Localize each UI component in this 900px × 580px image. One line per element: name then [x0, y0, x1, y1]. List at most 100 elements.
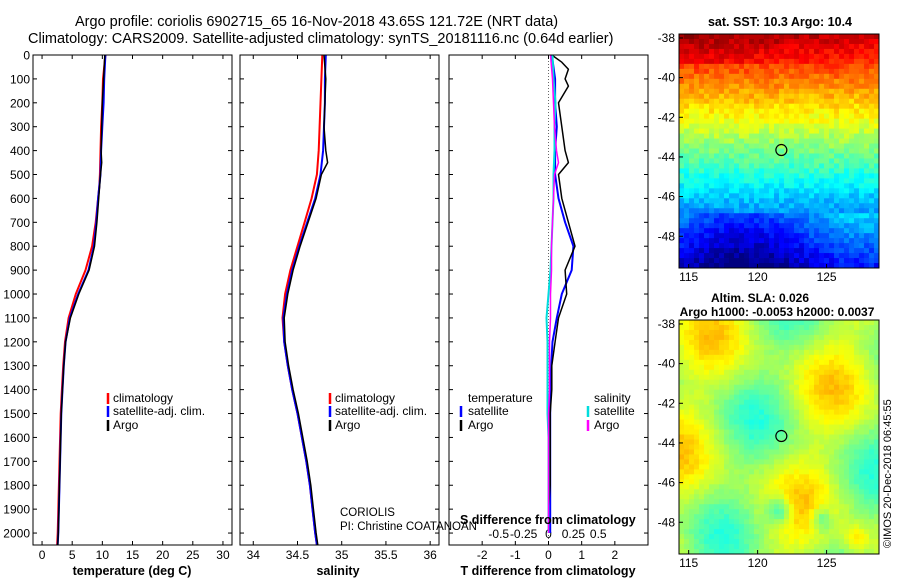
heatmap-cell — [759, 118, 765, 125]
heatmap-cell — [694, 118, 700, 125]
heatmap-cell — [779, 534, 785, 540]
heatmap-cell — [754, 499, 760, 505]
heatmap-cell — [824, 519, 830, 525]
heatmap-cell — [679, 203, 685, 209]
heatmap-cell — [794, 213, 800, 219]
heatmap-cell — [869, 113, 875, 120]
heatmap-cell — [849, 58, 855, 65]
heatmap-cell — [794, 504, 800, 510]
heatmap-cell — [789, 529, 795, 535]
heatmap-cell — [724, 320, 730, 326]
heatmap-cell — [719, 429, 725, 435]
heatmap-cell — [789, 439, 795, 445]
heatmap-cell — [779, 128, 785, 134]
heatmap-cell — [789, 183, 795, 189]
heatmap-cell — [829, 369, 835, 376]
heatmap-cell — [854, 113, 860, 120]
heatmap-cell — [694, 248, 700, 254]
heatmap-cell — [709, 48, 715, 55]
heatmap-cell — [734, 193, 740, 199]
heatmap-cell — [729, 68, 735, 75]
heatmap-cell — [774, 329, 780, 336]
heatmap-cell — [754, 399, 760, 406]
heatmap-cell — [709, 228, 715, 234]
heatmap-cell — [794, 238, 800, 244]
heatmap-cell — [754, 464, 760, 470]
heatmap-cell — [689, 148, 695, 154]
heatmap-cell — [849, 414, 855, 420]
heatmap-cell — [684, 83, 690, 90]
heatmap-cell — [719, 439, 725, 445]
heatmap-cell — [789, 334, 795, 341]
heatmap-cell — [714, 223, 720, 229]
heatmap-cell — [784, 479, 790, 485]
heatmap-cell — [859, 344, 865, 351]
heatmap-cell — [849, 48, 855, 55]
heatmap-cell — [864, 113, 870, 120]
heatmap-cell — [854, 188, 860, 194]
heatmap-cell — [734, 43, 740, 50]
heatmap-cell — [809, 320, 815, 326]
heatmap-cell — [849, 208, 855, 214]
heatmap-cell — [814, 98, 820, 105]
heatmap-cell — [734, 444, 740, 450]
legend-label-climatology: climatology — [113, 391, 173, 405]
heatmap-cell — [749, 118, 755, 125]
heatmap-cell — [694, 409, 700, 415]
heatmap-cell — [719, 228, 725, 234]
x-tick-label: 10 — [96, 548, 110, 562]
heatmap-cell — [699, 148, 705, 154]
heatmap-cell — [854, 324, 860, 331]
heatmap-cell — [709, 344, 715, 351]
heatmap-cell — [764, 158, 770, 164]
heatmap-cell — [814, 133, 820, 139]
heatmap-cell — [679, 73, 685, 80]
heatmap-cell — [854, 198, 860, 204]
heatmap-cell — [819, 178, 825, 184]
heatmap-cell — [754, 138, 760, 144]
heatmap-cell — [774, 63, 780, 70]
heatmap-cell — [854, 193, 860, 199]
heatmap-cell — [764, 103, 770, 110]
heatmap-cell — [689, 83, 695, 90]
heatmap-cell — [834, 529, 840, 535]
heatmap-cell — [874, 243, 880, 249]
heatmap-cell — [694, 494, 700, 500]
heatmap-cell — [679, 339, 685, 346]
heatmap-cell — [699, 228, 705, 234]
heatmap-cell — [684, 178, 690, 184]
heatmap-cell — [679, 464, 685, 470]
heatmap-cell — [844, 439, 850, 445]
heatmap-cell — [799, 409, 805, 415]
heatmap-cell — [784, 394, 790, 401]
heatmap-cell — [799, 123, 805, 129]
heatmap-cell — [679, 34, 685, 40]
heatmap-cell — [709, 238, 715, 244]
heatmap-cell — [684, 509, 690, 515]
heatmap-cell — [759, 108, 765, 115]
heatmap-cell — [739, 48, 745, 55]
heatmap-cell — [874, 369, 880, 376]
heatmap-cell — [749, 218, 755, 224]
heatmap-cell — [749, 113, 755, 120]
heatmap-cell — [844, 48, 850, 55]
salinity-legend: climatology satellite-adj. clim. Argo — [328, 391, 427, 432]
heatmap-cell — [799, 529, 805, 535]
heatmap-cell — [869, 53, 875, 60]
heatmap-cell — [874, 444, 880, 450]
heatmap-cell — [849, 509, 855, 515]
heatmap-cell — [774, 193, 780, 199]
heatmap-cell — [789, 68, 795, 75]
heatmap-cell — [694, 374, 700, 381]
heatmap-cell — [859, 243, 865, 249]
heatmap-cell — [734, 389, 740, 396]
heatmap-cell — [809, 334, 815, 341]
heatmap-cell — [784, 534, 790, 540]
heatmap-cell — [689, 399, 695, 406]
heatmap-cell — [769, 394, 775, 401]
heatmap-cell — [694, 419, 700, 425]
heatmap-cell — [869, 168, 875, 174]
heatmap-cell — [809, 544, 815, 550]
heatmap-cell — [779, 78, 785, 85]
heatmap-cell — [869, 364, 875, 371]
